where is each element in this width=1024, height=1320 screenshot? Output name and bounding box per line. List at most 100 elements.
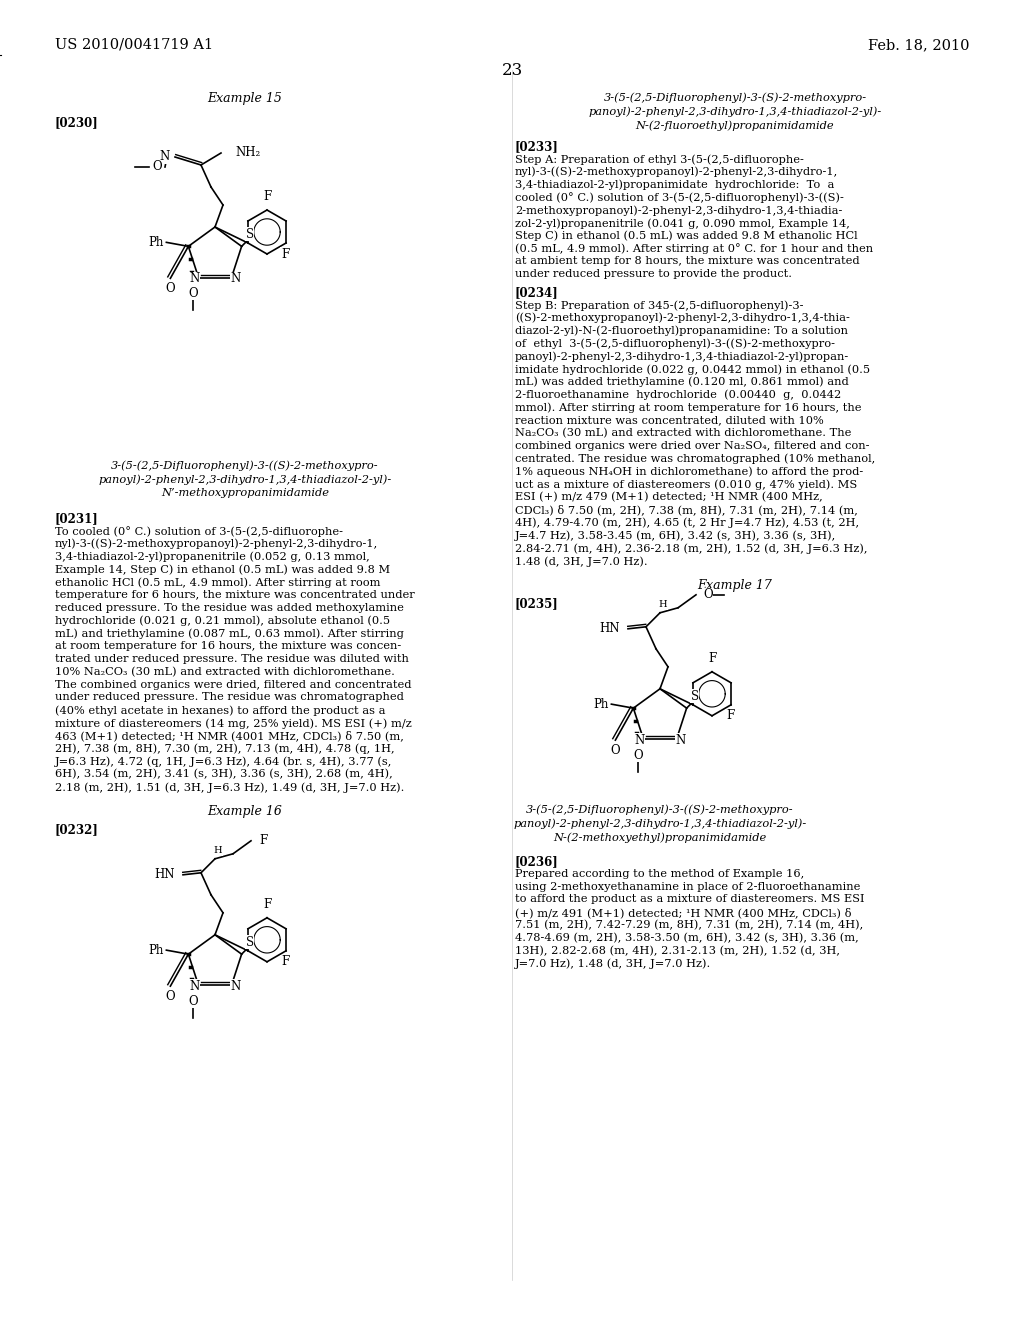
Text: reaction mixture was concentrated, diluted with 10%: reaction mixture was concentrated, dilut… [515,416,823,425]
Text: S: S [690,689,698,702]
Text: O: O [153,161,162,173]
Text: F: F [281,248,289,260]
Text: ethanolic HCl (0.5 mL, 4.9 mmol). After stirring at room: ethanolic HCl (0.5 mL, 4.9 mmol). After … [55,577,381,587]
Text: under reduced pressure to provide the product.: under reduced pressure to provide the pr… [515,269,792,280]
Text: 6H), 3.54 (m, 2H), 3.41 (s, 3H), 3.36 (s, 3H), 2.68 (m, 4H),: 6H), 3.54 (m, 2H), 3.41 (s, 3H), 3.36 (s… [55,770,393,780]
Text: mL) and triethylamine (0.087 mL, 0.63 mmol). After stirring: mL) and triethylamine (0.087 mL, 0.63 mm… [55,628,403,639]
Text: [0231]: [0231] [55,512,98,525]
Text: N: N [160,150,170,164]
Text: Feb. 18, 2010: Feb. 18, 2010 [867,38,969,51]
Text: N’-methoxypropanimidamide: N’-methoxypropanimidamide [161,488,329,498]
Text: O: O [188,995,199,1007]
Text: O: O [634,748,643,762]
Text: [0236]: [0236] [515,855,559,867]
Text: imidate hydrochloride (0.022 g, 0.0442 mmol) in ethanol (0.5: imidate hydrochloride (0.022 g, 0.0442 m… [515,364,870,375]
Text: 4H), 4.79-4.70 (m, 2H), 4.65 (t, 2 Hr J=4.7 Hz), 4.53 (t, 2H,: 4H), 4.79-4.70 (m, 2H), 4.65 (t, 2 Hr J=… [515,517,859,528]
Text: HN: HN [155,869,175,882]
Text: nyl)-3-((S)-2-methoxypropanoyl)-2-phenyl-2,3-dihydro-1,: nyl)-3-((S)-2-methoxypropanoyl)-2-phenyl… [55,539,378,549]
Text: reduced pressure. To the residue was added methoxylamine: reduced pressure. To the residue was add… [55,603,403,612]
Text: mmol). After stirring at room temperature for 16 hours, the: mmol). After stirring at room temperatur… [515,403,861,413]
Text: S: S [246,228,254,240]
Text: N: N [635,734,645,747]
Text: nyl)-3-((S)-2-methoxypropanoyl)-2-phenyl-2,3-dihydro-1,: nyl)-3-((S)-2-methoxypropanoyl)-2-phenyl… [515,166,839,177]
Text: Step B: Preparation of 345-(2,5-difluorophenyl)-3-: Step B: Preparation of 345-(2,5-difluoro… [515,300,804,310]
Text: NH₂: NH₂ [234,147,260,160]
Text: 10% Na₂CO₃ (30 mL) and extracted with dichloromethane.: 10% Na₂CO₃ (30 mL) and extracted with di… [55,667,395,677]
Text: H: H [214,846,222,855]
Text: Ph: Ph [148,236,164,249]
Text: (0.5 mL, 4.9 mmol). After stirring at 0° C. for 1 hour and then: (0.5 mL, 4.9 mmol). After stirring at 0°… [515,244,873,255]
Text: uct as a mixture of diastereomers (0.010 g, 47% yield). MS: uct as a mixture of diastereomers (0.010… [515,479,857,490]
Text: N: N [230,272,241,285]
Text: 3-(5-(2,5-Difluorophenyl)-3-((S)-2-methoxypro-: 3-(5-(2,5-Difluorophenyl)-3-((S)-2-metho… [112,459,379,470]
Text: 2-fluoroethanamine  hydrochloride  (0.00440  g,  0.0442: 2-fluoroethanamine hydrochloride (0.0044… [515,389,842,400]
Text: 7.51 (m, 2H), 7.42-7.29 (m, 8H), 7.31 (m, 2H), 7.14 (m, 4H),: 7.51 (m, 2H), 7.42-7.29 (m, 8H), 7.31 (m… [515,920,863,931]
Text: F: F [708,652,716,665]
Text: panoyl)-2-phenyl-2,3-dihydro-1,3,4-thiadiazol-2-yl)-: panoyl)-2-phenyl-2,3-dihydro-1,3,4-thiad… [589,106,882,116]
Text: F: F [263,190,271,203]
Text: 3-(5-(2,5-Difluorophenyl)-3-(S)-2-methoxypro-: 3-(5-(2,5-Difluorophenyl)-3-(S)-2-methox… [603,92,866,103]
Text: 2H), 7.38 (m, 8H), 7.30 (m, 2H), 7.13 (m, 4H), 4.78 (q, 1H,: 2H), 7.38 (m, 8H), 7.30 (m, 2H), 7.13 (m… [55,743,394,754]
Text: using 2-methoxyethanamine in place of 2-fluoroethanamine: using 2-methoxyethanamine in place of 2-… [515,882,860,891]
Text: at ambient temp for 8 hours, the mixture was concentrated: at ambient temp for 8 hours, the mixture… [515,256,859,267]
Text: HN: HN [599,622,620,635]
Text: 2.84-2.71 (m, 4H), 2.36-2.18 (m, 2H), 1.52 (d, 3H, J=6.3 Hz),: 2.84-2.71 (m, 4H), 2.36-2.18 (m, 2H), 1.… [515,544,867,554]
Text: F: F [281,956,289,969]
Text: Step A: Preparation of ethyl 3-(5-(2,5-difluorophe-: Step A: Preparation of ethyl 3-(5-(2,5-d… [515,154,804,165]
Text: 1.48 (d, 3H, J=7.0 Hz).: 1.48 (d, 3H, J=7.0 Hz). [515,556,647,566]
Text: N-(2-methoxyethyl)propanimidamide: N-(2-methoxyethyl)propanimidamide [553,833,767,843]
Text: N: N [230,979,241,993]
Text: N: N [189,979,200,993]
Text: hydrochloride (0.021 g, 0.21 mmol), absolute ethanol (0.5: hydrochloride (0.021 g, 0.21 mmol), abso… [55,615,390,626]
Text: centrated. The residue was chromatographed (10% methanol,: centrated. The residue was chromatograph… [515,454,876,465]
Text: Example 17: Example 17 [697,578,772,591]
Text: US 2010/0041719 A1: US 2010/0041719 A1 [55,38,213,51]
Text: J=6.3 Hz), 4.72 (q, 1H, J=6.3 Hz), 4.64 (br. s, 4H), 3.77 (s,: J=6.3 Hz), 4.72 (q, 1H, J=6.3 Hz), 4.64 … [55,756,392,767]
Text: 4.78-4.69 (m, 2H), 3.58-3.50 (m, 6H), 3.42 (s, 3H), 3.36 (m,: 4.78-4.69 (m, 2H), 3.58-3.50 (m, 6H), 3.… [515,933,859,944]
Text: to afford the product as a mixture of diastereomers. MS ESI: to afford the product as a mixture of di… [515,895,864,904]
Text: Ph: Ph [594,698,609,710]
Text: [0234]: [0234] [515,286,559,300]
Text: [0232]: [0232] [55,822,99,836]
Text: cooled (0° C.) solution of 3-(5-(2,5-difluorophenyl)-3-((S)-: cooled (0° C.) solution of 3-(5-(2,5-dif… [515,193,844,203]
Text: diazol-2-yl)-N-(2-fluoroethyl)propanamidine: To a solution: diazol-2-yl)-N-(2-fluoroethyl)propanamid… [515,326,848,337]
Text: To cooled (0° C.) solution of 3-(5-(2,5-difluorophe-: To cooled (0° C.) solution of 3-(5-(2,5-… [55,525,343,537]
Text: (+) m/z 491 (M+1) detected; ¹H NMR (400 MHz, CDCl₃) δ: (+) m/z 491 (M+1) detected; ¹H NMR (400 … [515,907,852,917]
Text: at room temperature for 16 hours, the mixture was concen-: at room temperature for 16 hours, the mi… [55,642,401,651]
Text: of  ethyl  3-(5-(2,5-difluorophenyl)-3-((S)-2-methoxypro-: of ethyl 3-(5-(2,5-difluorophenyl)-3-((S… [515,338,835,348]
Text: J=7.0 Hz), 1.48 (d, 3H, J=7.0 Hz).: J=7.0 Hz), 1.48 (d, 3H, J=7.0 Hz). [515,958,712,969]
Text: 463 (M+1) detected; ¹H NMR (4001 MHz, CDCl₃) δ 7.50 (m,: 463 (M+1) detected; ¹H NMR (4001 MHz, CD… [55,731,403,742]
Text: ((S)-2-methoxypropanoyl)-2-phenyl-2,3-dihydro-1,3,4-thia-: ((S)-2-methoxypropanoyl)-2-phenyl-2,3-di… [515,313,850,323]
Text: panoyl)-2-phenyl-2,3-dihydro-1,3,4-thiadiazol-2-yl)-: panoyl)-2-phenyl-2,3-dihydro-1,3,4-thiad… [98,474,391,484]
Text: ESI (+) m/z 479 (M+1) detected; ¹H NMR (400 MHz,: ESI (+) m/z 479 (M+1) detected; ¹H NMR (… [515,492,822,503]
Text: 13H), 2.82-2.68 (m, 4H), 2.31-2.13 (m, 2H), 1.52 (d, 3H,: 13H), 2.82-2.68 (m, 4H), 2.31-2.13 (m, 2… [515,945,840,956]
Text: O: O [166,282,175,294]
Text: O: O [188,286,199,300]
Text: temperature for 6 hours, the mixture was concentrated under: temperature for 6 hours, the mixture was… [55,590,415,601]
Text: [0233]: [0233] [515,140,559,153]
Text: 3,4-thiadiazol-2-yl)propanimidate  hydrochloride:  To  a: 3,4-thiadiazol-2-yl)propanimidate hydroc… [515,180,835,190]
Text: [0230]: [0230] [55,116,98,129]
Text: Na₂CO₃ (30 mL) and extracted with dichloromethane. The: Na₂CO₃ (30 mL) and extracted with dichlo… [515,428,851,438]
Text: N: N [676,734,686,747]
Text: panoyl)-2-phenyl-2,3-dihydro-1,3,4-thiadiazol-2-yl)propan-: panoyl)-2-phenyl-2,3-dihydro-1,3,4-thiad… [515,351,849,362]
Text: 2-methoxypropanoyl)-2-phenyl-2,3-dihydro-1,3,4-thiadia-: 2-methoxypropanoyl)-2-phenyl-2,3-dihydro… [515,205,843,215]
Text: 2.18 (m, 2H), 1.51 (d, 3H, J=6.3 Hz), 1.49 (d, 3H, J=7.0 Hz).: 2.18 (m, 2H), 1.51 (d, 3H, J=6.3 Hz), 1.… [55,781,404,792]
Text: F: F [263,899,271,911]
Text: mL) was added triethylamine (0.120 ml, 0.861 mmol) and: mL) was added triethylamine (0.120 ml, 0… [515,376,849,387]
Text: CDCl₃) δ 7.50 (m, 2H), 7.38 (m, 8H), 7.31 (m, 2H), 7.14 (m,: CDCl₃) δ 7.50 (m, 2H), 7.38 (m, 8H), 7.3… [515,504,858,516]
Text: N: N [189,272,200,285]
Text: Step C) in ethanol (0.5 mL) was added 9.8 M ethanolic HCl: Step C) in ethanol (0.5 mL) was added 9.… [515,231,858,242]
Text: (40% ethyl acetate in hexanes) to afford the product as a: (40% ethyl acetate in hexanes) to afford… [55,705,385,715]
Text: Prepared according to the method of Example 16,: Prepared according to the method of Exam… [515,869,804,879]
Text: trated under reduced pressure. The residue was diluted with: trated under reduced pressure. The resid… [55,653,409,664]
Text: N-(2-fluoroethyl)propanimidamide: N-(2-fluoroethyl)propanimidamide [636,120,835,131]
Text: O: O [610,743,621,756]
Text: mixture of diastereomers (14 mg, 25% yield). MS ESI (+) m/z: mixture of diastereomers (14 mg, 25% yie… [55,718,412,729]
Text: The combined organics were dried, filtered and concentrated: The combined organics were dried, filter… [55,680,412,689]
Text: Example 14, Step C) in ethanol (0.5 mL) was added 9.8 M: Example 14, Step C) in ethanol (0.5 mL) … [55,565,390,576]
Text: F: F [726,709,734,722]
Text: F: F [259,834,267,847]
Text: Ph: Ph [148,944,164,957]
Text: 1% aqueous NH₄OH in dichloromethane) to afford the prod-: 1% aqueous NH₄OH in dichloromethane) to … [515,466,863,477]
